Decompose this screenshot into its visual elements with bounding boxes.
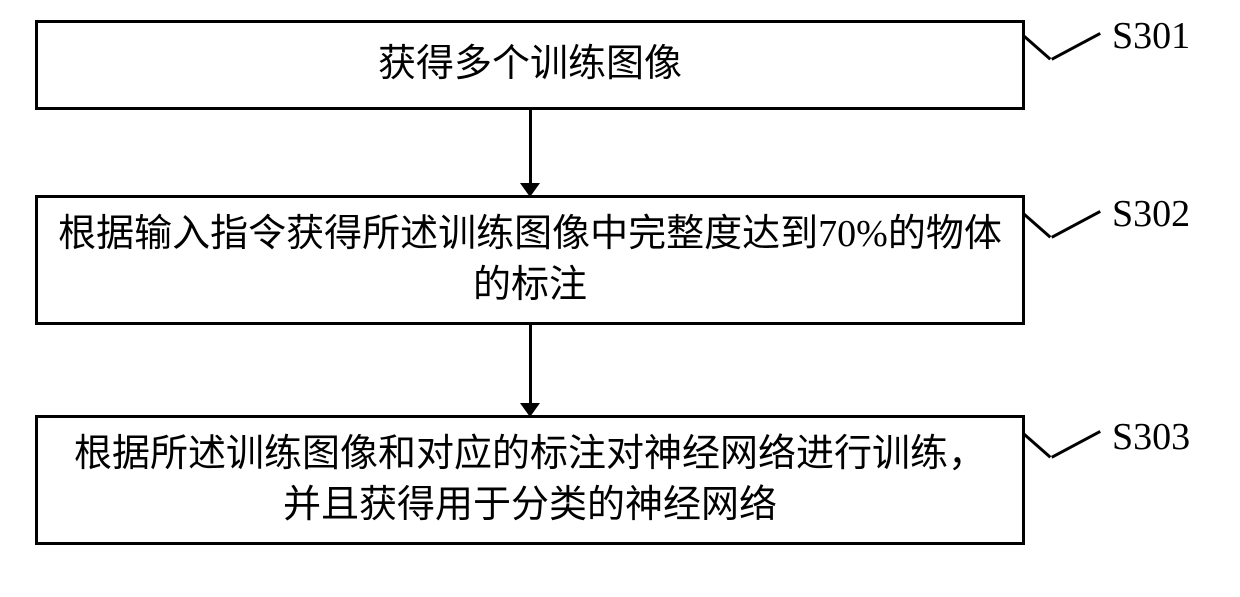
label-tick (1051, 32, 1101, 61)
flow-arrow (529, 325, 532, 405)
flow-step-text: 根据输入指令获得所述训练图像中完整度达到70%的物体的标注 (58, 209, 1002, 312)
label-tick (1051, 430, 1101, 459)
step-label-s301: S301 (1112, 14, 1190, 58)
label-tick (1023, 213, 1051, 238)
label-tick (1051, 210, 1101, 239)
step-label-s303: S303 (1112, 415, 1190, 459)
flow-step-s302: 根据输入指令获得所述训练图像中完整度达到70%的物体的标注 (35, 195, 1025, 325)
flow-step-text: 根据所述训练图像和对应的标注对神经网络进行训练，并且获得用于分类的神经网络 (58, 429, 1002, 532)
flow-arrow (529, 110, 532, 185)
flow-step-text: 获得多个训练图像 (378, 39, 682, 90)
arrow-head-icon (520, 183, 540, 197)
step-label-s302: S302 (1112, 192, 1190, 236)
flow-step-s303: 根据所述训练图像和对应的标注对神经网络进行训练，并且获得用于分类的神经网络 (35, 415, 1025, 545)
flow-step-s301: 获得多个训练图像 (35, 20, 1025, 110)
arrow-head-icon (520, 403, 540, 417)
label-tick (1023, 35, 1051, 60)
label-tick (1023, 433, 1051, 458)
flowchart-canvas: 获得多个训练图像 S301 根据输入指令获得所述训练图像中完整度达到70%的物体的标… (0, 0, 1240, 597)
